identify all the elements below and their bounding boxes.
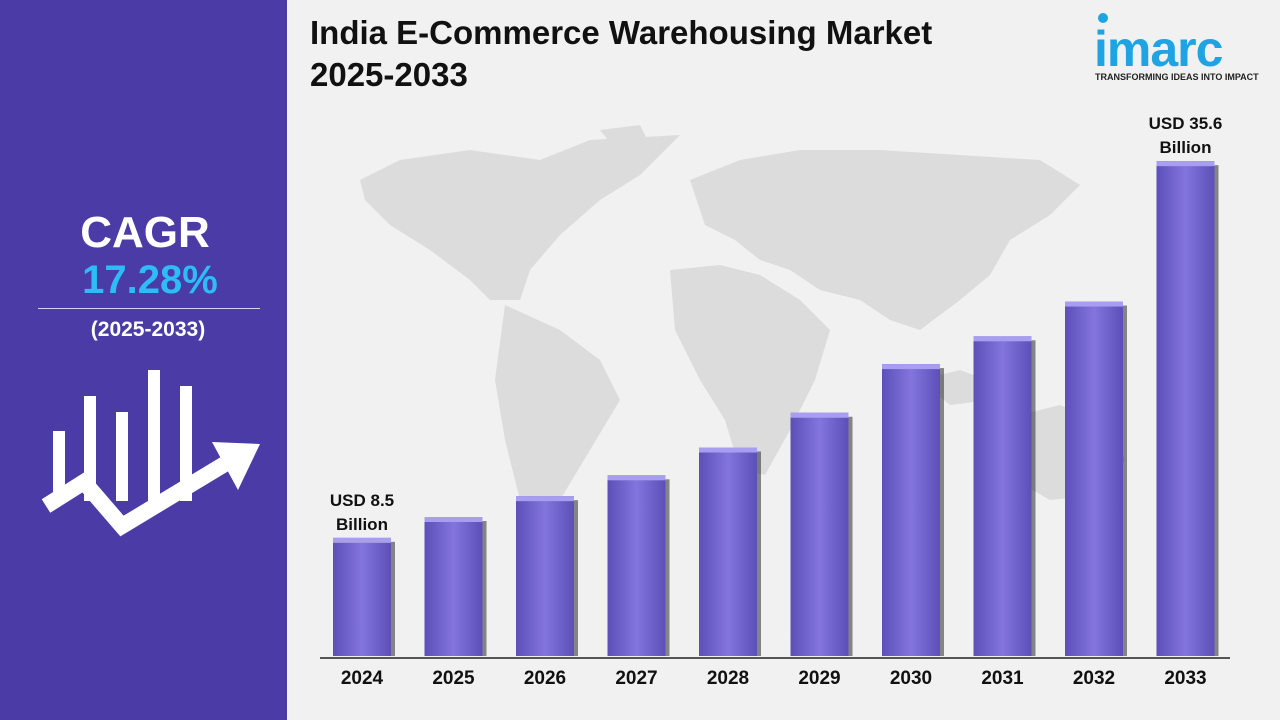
x-tick-label: 2033 [1164, 668, 1206, 689]
bar-2028 [699, 447, 757, 656]
cagr-divider [38, 308, 260, 309]
bar-2029 [790, 412, 849, 656]
title-line-1: India E-Commerce Warehousing Market [310, 14, 933, 51]
bar-2024 [333, 537, 391, 656]
data-label-2033: USD 35.6 [1149, 114, 1223, 133]
x-tick-label: 2024 [341, 668, 384, 689]
bar-top-highlight [333, 537, 391, 543]
bar-top-highlight [1156, 161, 1215, 167]
data-label-2024: Billion [336, 515, 388, 534]
chart-title: India E-Commerce Warehousing Market 2025… [310, 12, 1070, 96]
x-tick-label: 2030 [890, 668, 932, 689]
imarc-logo: imarc TRANSFORMING IDEAS INTO IMPACT [1090, 10, 1270, 90]
cagr-value: 17.28% [82, 258, 218, 302]
x-tick-label: 2025 [432, 668, 475, 689]
bar-2030 [882, 364, 940, 656]
x-tick-label: 2028 [707, 668, 749, 689]
title-line-2: 2025-2033 [310, 56, 468, 93]
bar-2033 [1156, 161, 1215, 656]
bar-2031 [973, 336, 1032, 656]
x-tick-label: 2032 [1073, 668, 1115, 689]
cagr-period: (2025-2033) [90, 318, 206, 341]
bar-top-highlight [790, 412, 849, 418]
bar-top-highlight [516, 496, 574, 502]
bar-top-highlight [699, 447, 757, 453]
x-tick-label: 2029 [798, 668, 840, 689]
bar-top-highlight [1065, 301, 1123, 307]
logo-tagline: TRANSFORMING IDEAS INTO IMPACT [1095, 72, 1259, 82]
cagr-label: CAGR [80, 208, 210, 257]
logo-dot [1098, 13, 1108, 23]
x-tick-label: 2026 [524, 668, 566, 689]
data-label-2024: USD 8.5 [330, 491, 394, 510]
growth-chart-icon [41, 370, 260, 537]
bar-top-highlight [973, 336, 1032, 342]
cagr-panel: CAGR 17.28% (2025-2033) [0, 0, 287, 720]
bar-2025 [424, 517, 483, 656]
data-label-2033: Billion [1160, 138, 1212, 157]
x-tick-label: 2027 [615, 668, 657, 689]
bar-2032 [1065, 301, 1123, 656]
bar-top-highlight [424, 517, 483, 522]
logo-wordmark: imarc [1094, 21, 1223, 77]
bar-2026 [516, 496, 574, 656]
bar-2027 [607, 475, 666, 656]
bar-top-highlight [607, 475, 666, 481]
x-tick-label: 2031 [981, 668, 1024, 689]
bar-top-highlight [882, 364, 940, 370]
